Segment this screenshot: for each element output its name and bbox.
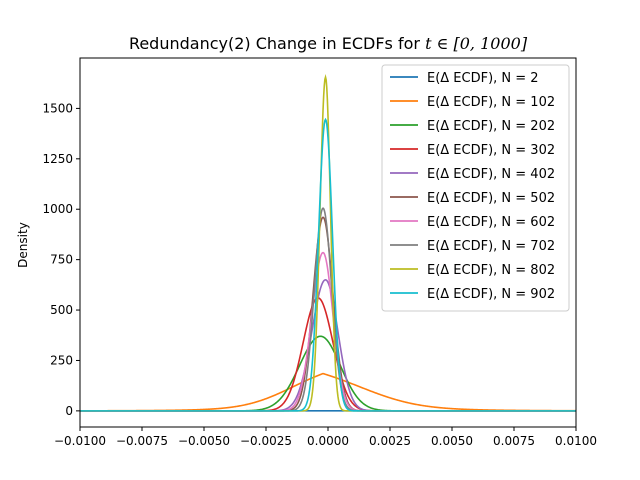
- legend-label: E(Δ ECDF), N = 602: [427, 215, 555, 230]
- x-tick-label: 0.0075: [493, 434, 535, 448]
- y-tick-label: 1000: [42, 202, 73, 216]
- legend-label: E(Δ ECDF), N = 802: [427, 263, 555, 278]
- legend-label: E(Δ ECDF), N = 302: [427, 143, 555, 158]
- x-tick-label: 0.0025: [369, 434, 411, 448]
- x-tick-label: −0.0075: [116, 434, 168, 448]
- legend-box: [381, 64, 570, 312]
- y-tick-label: 0: [65, 404, 73, 418]
- series-line-10: [80, 117, 576, 412]
- y-tick-label: 1500: [42, 101, 73, 115]
- legend-label: E(Δ ECDF), N = 502: [427, 191, 555, 206]
- x-tick-label: −0.0025: [240, 434, 292, 448]
- legend: E(Δ ECDF), N = 2 E(Δ ECDF), N = 102 E(Δ EC…: [381, 64, 570, 312]
- x-tick-label: −0.0050: [178, 434, 230, 448]
- x-tick-label: 0.0000: [307, 434, 349, 448]
- chart-title: Redundancy(2) Change in ECDFs for t ∈ [0…: [129, 34, 528, 53]
- legend-label: E(Δ ECDF), N = 402: [427, 167, 555, 182]
- series-layer: [80, 74, 576, 412]
- y-tick-label: 750: [50, 253, 73, 267]
- legend-label: E(Δ ECDF), N = 702: [427, 239, 555, 254]
- y-tick-label: 250: [50, 353, 73, 367]
- x-tick-label: −0.0100: [54, 434, 106, 448]
- legend-label: E(Δ ECDF), N = 2: [427, 71, 539, 86]
- axes-layer: −0.0100 −0.0075 −0.0050 −0.0025 0.0000 0.0025…: [42, 57, 597, 448]
- legend-label: E(Δ ECDF), N = 202: [427, 119, 555, 134]
- y-tick-label: 500: [50, 303, 73, 317]
- legend-label: E(Δ ECDF), N = 902: [427, 287, 555, 302]
- y-tick-label: 1250: [42, 152, 73, 166]
- x-tick-label: 0.0050: [431, 434, 473, 448]
- legend-label: E(Δ ECDF), N = 102: [427, 95, 555, 110]
- x-tick-label: 0.0100: [555, 434, 597, 448]
- y-axis-label: Density: [16, 222, 30, 268]
